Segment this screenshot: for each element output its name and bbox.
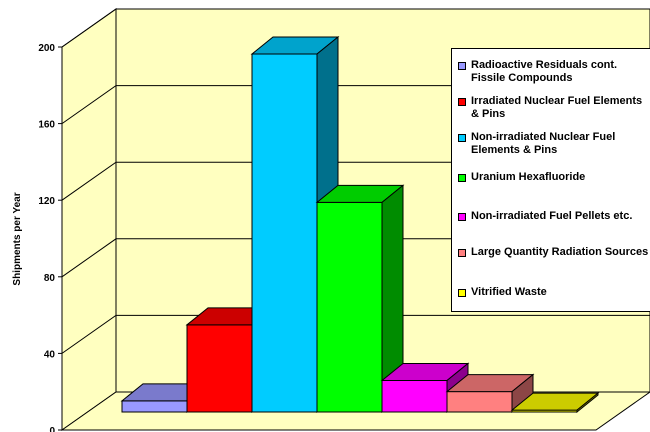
y-axis: 0 40 80 120 160 200: [38, 43, 63, 432]
legend-swatch: [458, 134, 466, 142]
legend-swatch: [458, 289, 466, 297]
legend-swatch: [458, 62, 466, 70]
y-tick-label: 120: [38, 196, 55, 207]
legend-swatch: [458, 213, 466, 221]
y-axis-label: Shipments per Year: [12, 192, 23, 285]
bar-front: [316, 201, 383, 413]
bar-front: [446, 391, 513, 413]
legend-item: Large Quantity Radiation Sources: [458, 246, 650, 259]
legend-label: Irradiated Nuclear Fuel Elements & Pins: [471, 95, 643, 120]
legend-label: Non-irradiated Fuel Pellets etc.: [471, 210, 633, 222]
legend-swatch: [458, 249, 466, 257]
legend-label: Non-irradiated Nuclear Fuel Elements & P…: [471, 131, 616, 156]
bar-front: [186, 324, 253, 413]
legend-item: Irradiated Nuclear Fuel Elements & Pins: [458, 95, 650, 121]
legend-label: Large Quantity Radiation Sources: [471, 246, 649, 258]
y-tick-label: 0: [49, 426, 55, 432]
bar: [315, 184, 405, 414]
legend-label: Vitrified Waste: [471, 286, 547, 298]
y-tick-label: 160: [38, 120, 55, 131]
legend-swatch: [458, 174, 466, 182]
legend-label: Uranium Hexafluoride: [471, 171, 586, 183]
bar-side: [576, 392, 599, 414]
legend-label: Radioactive Residuals cont. Fissile Comp…: [471, 59, 618, 84]
legend-swatch: [458, 98, 466, 106]
legend-item: Radioactive Residuals cont. Fissile Comp…: [458, 59, 650, 85]
bar: [510, 392, 600, 414]
side-wall: [61, 8, 117, 431]
bars: [120, 35, 600, 414]
y-tick-label: 200: [38, 43, 55, 54]
gridline: [61, 8, 650, 48]
legend-item: Non-irradiated Fuel Pellets etc.: [458, 210, 650, 223]
legend-item: Non-irradiated Nuclear Fuel Elements & P…: [458, 131, 650, 157]
y-tick-label: 80: [44, 273, 56, 284]
bar: [445, 373, 535, 414]
bar-front: [121, 400, 188, 413]
legend-item: Vitrified Waste: [458, 286, 650, 299]
bar-front: [381, 379, 448, 413]
y-tick-label: 40: [44, 349, 56, 360]
bar-front: [251, 53, 318, 413]
gridline: [61, 314, 650, 354]
legend: Radioactive Residuals cont. Fissile Comp…: [451, 48, 650, 312]
legend-item: Uranium Hexafluoride: [458, 171, 650, 184]
